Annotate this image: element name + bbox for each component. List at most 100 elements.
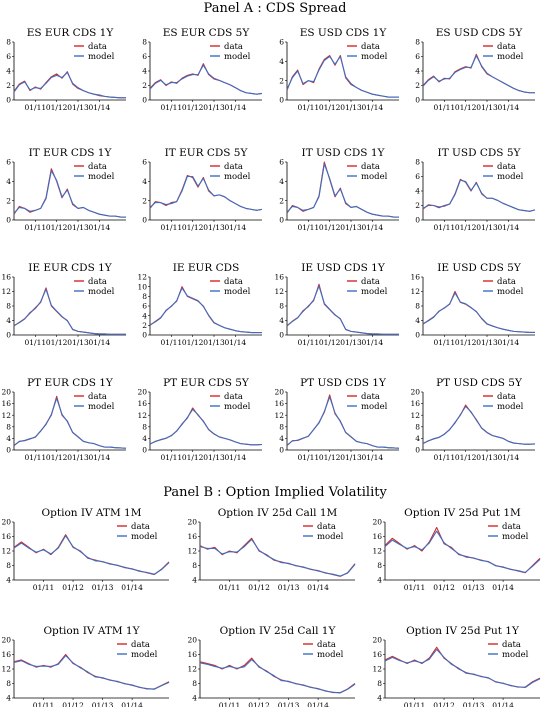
x-tick-label: 01/12 (319, 338, 341, 347)
y-tick-label: 10 (137, 282, 147, 291)
chart-15: PT USD CDS 5Y 0 4 8 12 16 20 01/11 01/12 01/13 01/… (410, 377, 536, 462)
legend-model-label: model (361, 402, 388, 412)
y-tick-label: 0 (6, 216, 11, 225)
y-tick-label: 20 (1, 518, 11, 527)
y-tick-label: 8 (415, 302, 420, 311)
y-tick-label: 20 (187, 518, 197, 527)
y-tick-label: 16 (274, 399, 284, 408)
legend-data-label: data (497, 277, 516, 287)
y-tick-label: 16 (410, 399, 420, 408)
x-tick-label: 01/14 (362, 338, 384, 347)
legend-data-label: data (361, 162, 380, 172)
x-tick-label: 01/13 (340, 103, 362, 112)
chart-title: PT USD CDS 1Y (300, 377, 387, 389)
x-tick-label: 01/12 (182, 338, 204, 347)
x-tick-label: 01/11 (298, 453, 320, 462)
chart-13: PT EUR CDS 5Y 0 4 8 12 16 20 01/11 01/12 01/13 01/… (137, 377, 263, 462)
x-tick-label: 01/12 (433, 701, 455, 707)
y-tick-label: 8 (415, 158, 420, 167)
y-tick-label: 4 (279, 57, 284, 66)
y-tick-label: 0 (142, 446, 147, 455)
series-model-line (199, 659, 356, 694)
x-tick-label: 01/11 (25, 338, 47, 347)
y-tick-label: 4 (415, 316, 420, 325)
legend-model-label: model (131, 532, 158, 542)
chart-title: PT EUR CDS 5Y (163, 377, 250, 389)
y-tick-label: 12 (137, 411, 147, 420)
chart-20: Option IV 25d Call 1Y 4 8 12 16 20 01/11 01/12 0… (187, 625, 356, 707)
legend-data-label: data (502, 640, 521, 650)
y-tick-label: 0 (279, 96, 284, 105)
chart-10: IE USD CDS 1Y 0 4 8 12 16 01/11 01/12 01/13 01/14… (274, 262, 399, 347)
legend-data-label: data (88, 162, 107, 172)
chart-1: ES EUR CDS 5Y 0 2 4 6 8 01/11 01/12 01/13 01/14 da… (142, 27, 263, 112)
chart-title: IE USD CDS 1Y (301, 262, 386, 274)
y-tick-label: 8 (142, 38, 147, 47)
panel-b-title: Panel B : Option Implied Volatility (163, 485, 387, 500)
y-tick-label: 6 (142, 158, 147, 167)
x-tick-label: 01/13 (278, 701, 300, 707)
chart-title: ES USD CDS 1Y (300, 27, 388, 39)
y-tick-label: 8 (6, 422, 11, 431)
legend-data-label: data (131, 522, 150, 532)
legend-model-label: model (317, 650, 344, 660)
legend-data-label: data (497, 42, 516, 52)
x-tick-label: 01/12 (319, 103, 341, 112)
x-tick-label: 01/13 (92, 701, 114, 707)
y-tick-label: 20 (137, 388, 147, 397)
series-data-line (199, 537, 356, 577)
x-tick-label: 01/14 (89, 223, 111, 232)
y-tick-label: 16 (372, 532, 382, 541)
x-tick-label: 01/13 (476, 453, 498, 462)
x-tick-label: 01/11 (25, 103, 47, 112)
chart-5: IT EUR CDS 5Y 0 2 4 6 01/11 01/12 01/13 01/14 dat… (142, 147, 263, 232)
y-tick-label: 4 (6, 434, 11, 443)
series-model-line (149, 64, 263, 95)
x-tick-label: 01/12 (46, 103, 68, 112)
y-tick-label: 0 (6, 446, 11, 455)
y-tick-label: 20 (372, 518, 382, 527)
y-tick-label: 4 (6, 694, 11, 703)
y-tick-label: 4 (142, 311, 147, 320)
y-tick-label: 16 (1, 650, 11, 659)
y-tick-label: 12 (410, 287, 420, 296)
x-tick-label: 01/13 (340, 223, 362, 232)
y-tick-label: 2 (6, 196, 11, 205)
legend-data-label: data (88, 42, 107, 52)
x-tick-label: 01/11 (404, 583, 426, 592)
y-tick-label: 16 (274, 273, 284, 282)
series-model-line (286, 55, 399, 98)
y-tick-label: 8 (6, 679, 11, 688)
chart-17: Option IV 25d Call 1M 4 8 12 16 20 01/11 01/12 0… (187, 507, 356, 592)
y-tick-label: 0 (415, 446, 420, 455)
legend-model-label: model (497, 172, 524, 182)
x-tick-label: 01/13 (476, 223, 498, 232)
x-tick-label: 01/12 (46, 453, 68, 462)
x-tick-label: 01/12 (433, 583, 455, 592)
y-tick-label: 4 (279, 177, 284, 186)
chart-11: IE USD CDS 5Y 0 4 8 12 16 01/11 01/12 01/13 01/14… (410, 262, 535, 347)
x-tick-label: 01/11 (434, 223, 456, 232)
x-tick-label: 01/14 (225, 223, 247, 232)
x-tick-label: 01/14 (498, 103, 520, 112)
x-tick-label: 01/12 (46, 338, 68, 347)
legend-data-label: data (361, 277, 380, 287)
series-model-line (199, 538, 356, 577)
chart-title: IT USD CDS 1Y (302, 147, 386, 159)
series-data-line (13, 71, 126, 99)
y-tick-label: 16 (187, 532, 197, 541)
chart-title: ES USD CDS 5Y (436, 27, 524, 39)
y-tick-label: 0 (142, 96, 147, 105)
y-tick-label: 2 (142, 196, 147, 205)
y-tick-label: 12 (1, 665, 11, 674)
series-model-line (13, 535, 170, 575)
x-tick-label: 01/11 (434, 338, 456, 347)
chart-title: Option IV 25d Put 1Y (406, 625, 520, 637)
x-tick-label: 01/12 (455, 103, 477, 112)
y-tick-label: 4 (415, 434, 420, 443)
x-tick-label: 01/12 (455, 338, 477, 347)
x-tick-label: 01/14 (362, 453, 384, 462)
chart-title: Option IV 25d Call 1Y (220, 625, 337, 637)
